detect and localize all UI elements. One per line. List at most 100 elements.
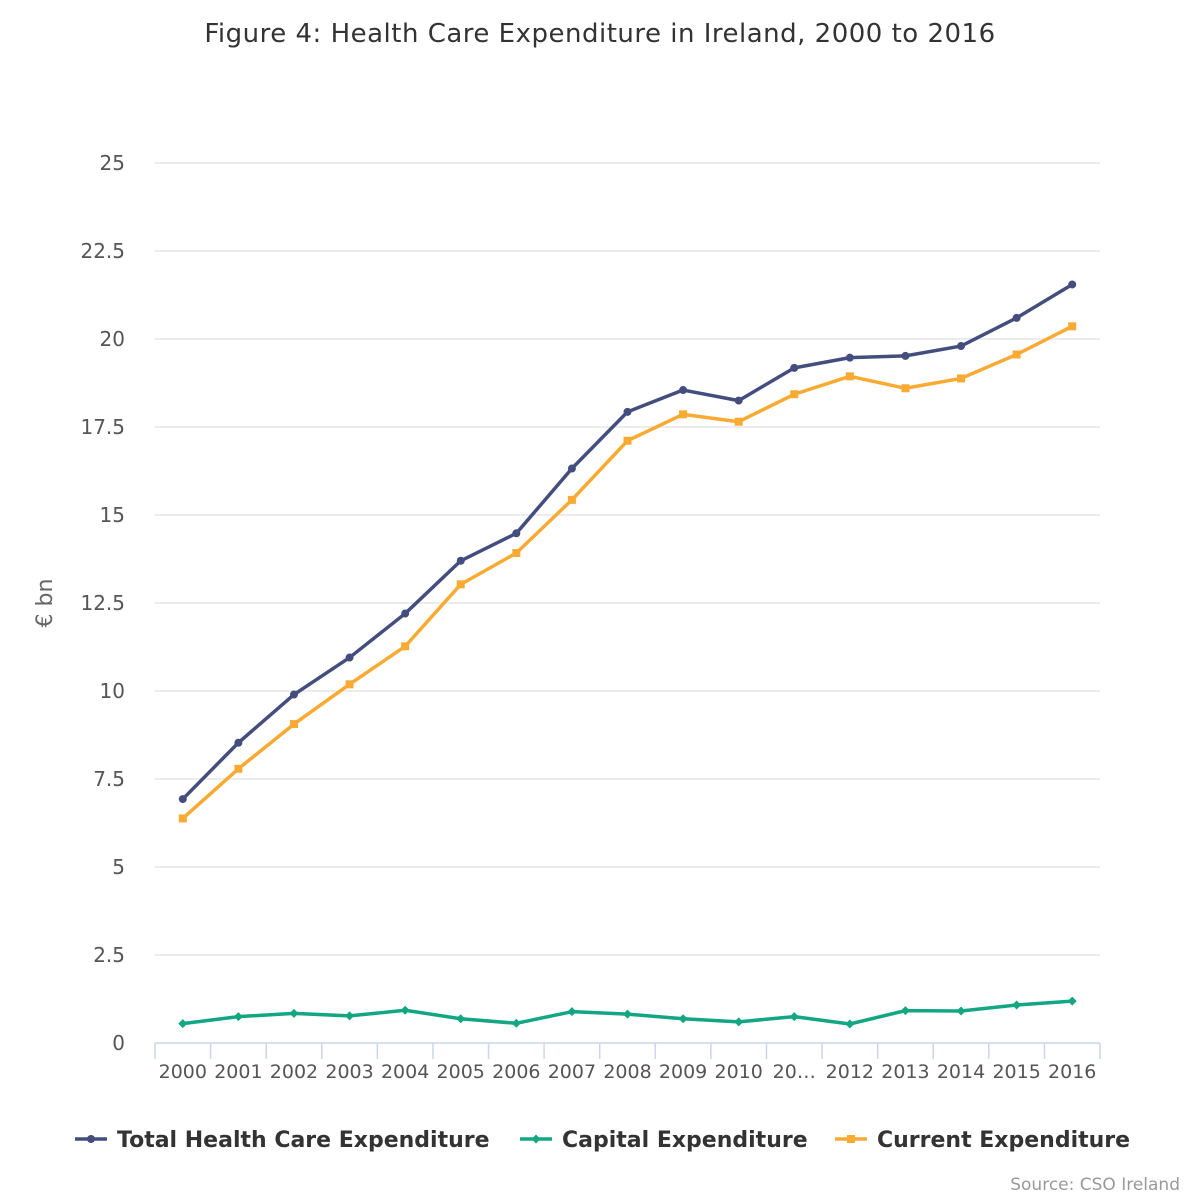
data-point[interactable] <box>345 1011 355 1021</box>
x-tick-label: 2004 <box>381 1061 429 1083</box>
legend-label: Current Expenditure <box>877 1128 1130 1153</box>
x-tick-label: 2002 <box>270 1061 318 1083</box>
data-point[interactable] <box>567 464 576 473</box>
series-line[interactable] <box>181 282 1074 801</box>
data-point[interactable] <box>456 556 465 565</box>
data-point[interactable] <box>845 353 854 362</box>
series-group <box>178 280 1077 1029</box>
x-tick-label: 2015 <box>992 1061 1040 1083</box>
data-point[interactable] <box>623 1009 632 1019</box>
data-point[interactable] <box>1067 996 1077 1006</box>
data-point[interactable] <box>679 386 688 395</box>
legend-label: Capital Expenditure <box>562 1128 808 1153</box>
data-point[interactable] <box>345 680 354 689</box>
data-point[interactable] <box>289 690 298 699</box>
y-tick-label: 15 <box>100 503 125 527</box>
chart-title: Figure 4: Health Care Expenditure in Ire… <box>204 19 995 49</box>
data-point[interactable] <box>790 390 799 399</box>
series-2 <box>178 322 1077 823</box>
data-point[interactable] <box>900 1006 910 1016</box>
data-point[interactable] <box>789 1012 799 1022</box>
y-tick-label: 0 <box>112 1031 125 1055</box>
data-point[interactable] <box>845 372 854 381</box>
data-point[interactable] <box>345 653 354 662</box>
legend-marker[interactable] <box>531 1134 541 1144</box>
data-point[interactable] <box>734 1017 744 1027</box>
series-1 <box>178 996 1077 1029</box>
data-point[interactable] <box>1068 280 1077 289</box>
legend-item[interactable]: Current Expenditure <box>835 1128 1130 1153</box>
x-tick-label: 2014 <box>937 1061 985 1083</box>
data-point[interactable] <box>567 1007 577 1017</box>
data-point[interactable] <box>456 580 465 589</box>
data-point[interactable] <box>400 1005 410 1015</box>
data-point[interactable] <box>289 720 298 729</box>
x-tick-label: 2006 <box>492 1061 540 1083</box>
y-tick-label: 2.5 <box>93 943 125 967</box>
x-tick-label: 2013 <box>881 1061 929 1083</box>
legend-label: Total Health Care Expenditure <box>117 1128 490 1153</box>
x-tick-label: 2012 <box>826 1061 874 1083</box>
y-tick-label: 10 <box>100 679 125 703</box>
y-axis-ticks: 0 2.5 5 7.5 10 12.5 15 17.5 20 22.5 25 <box>80 151 125 1055</box>
legend[interactable]: Total Health Care Expenditure Capital Exp… <box>75 1128 1130 1153</box>
y-tick-label: 22.5 <box>80 239 125 263</box>
data-point[interactable] <box>623 407 632 416</box>
data-point[interactable] <box>178 814 187 823</box>
x-tick-label: 2009 <box>659 1061 707 1083</box>
data-point[interactable] <box>401 609 410 618</box>
y-tick-label: 25 <box>100 151 125 175</box>
x-tick-label: 2003 <box>325 1061 373 1083</box>
data-point[interactable] <box>234 764 243 773</box>
x-tick-label: 2007 <box>548 1061 596 1083</box>
x-tick-label: 2005 <box>437 1061 485 1083</box>
x-tick-label: 20… <box>773 1061 816 1083</box>
data-point[interactable] <box>679 410 688 419</box>
gridlines <box>155 162 1100 956</box>
legend-marker[interactable] <box>87 1135 95 1143</box>
data-point[interactable] <box>1012 350 1021 359</box>
legend-item[interactable]: Total Health Care Expenditure <box>75 1128 490 1153</box>
data-point[interactable] <box>678 1014 688 1024</box>
series-line[interactable] <box>181 324 1074 821</box>
y-tick-label: 17.5 <box>80 415 125 439</box>
x-tick-label: 2001 <box>214 1061 262 1083</box>
data-point[interactable] <box>901 351 910 360</box>
y-tick-label: 20 <box>100 327 125 351</box>
data-point[interactable] <box>401 642 410 651</box>
data-point[interactable] <box>1012 1000 1022 1010</box>
data-point[interactable] <box>233 1012 243 1022</box>
data-point[interactable] <box>178 795 187 804</box>
data-point[interactable] <box>178 1019 188 1029</box>
y-axis-title: € bn <box>33 579 58 628</box>
data-point[interactable] <box>456 1014 466 1024</box>
data-point[interactable] <box>845 1019 855 1029</box>
data-point[interactable] <box>623 436 632 445</box>
data-point[interactable] <box>957 374 966 383</box>
x-axis: 2000 2001 2002 2003 2004 2005 2006 2007 2008 2009… <box>154 1042 1101 1083</box>
y-tick-label: 7.5 <box>93 767 125 791</box>
data-point[interactable] <box>1068 322 1077 331</box>
data-point[interactable] <box>289 1008 299 1018</box>
legend-marker[interactable] <box>847 1135 855 1143</box>
x-tick-label: 2008 <box>603 1061 651 1083</box>
data-point[interactable] <box>957 342 966 351</box>
x-tick-label: 2000 <box>159 1061 207 1083</box>
data-point[interactable] <box>567 495 576 504</box>
y-tick-label: 12.5 <box>80 591 125 615</box>
data-point[interactable] <box>956 1006 966 1016</box>
data-point[interactable] <box>790 363 799 372</box>
data-point[interactable] <box>734 417 743 426</box>
data-point[interactable] <box>511 1018 521 1028</box>
data-point[interactable] <box>734 396 743 405</box>
series-0 <box>178 280 1077 804</box>
legend-item[interactable]: Capital Expenditure <box>520 1128 808 1153</box>
data-point[interactable] <box>1012 313 1021 322</box>
data-point[interactable] <box>512 549 521 558</box>
data-point[interactable] <box>234 738 243 747</box>
source-credit[interactable]: Source: CSO Ireland <box>1010 1175 1180 1195</box>
data-point[interactable] <box>901 384 910 393</box>
data-point[interactable] <box>512 529 521 538</box>
